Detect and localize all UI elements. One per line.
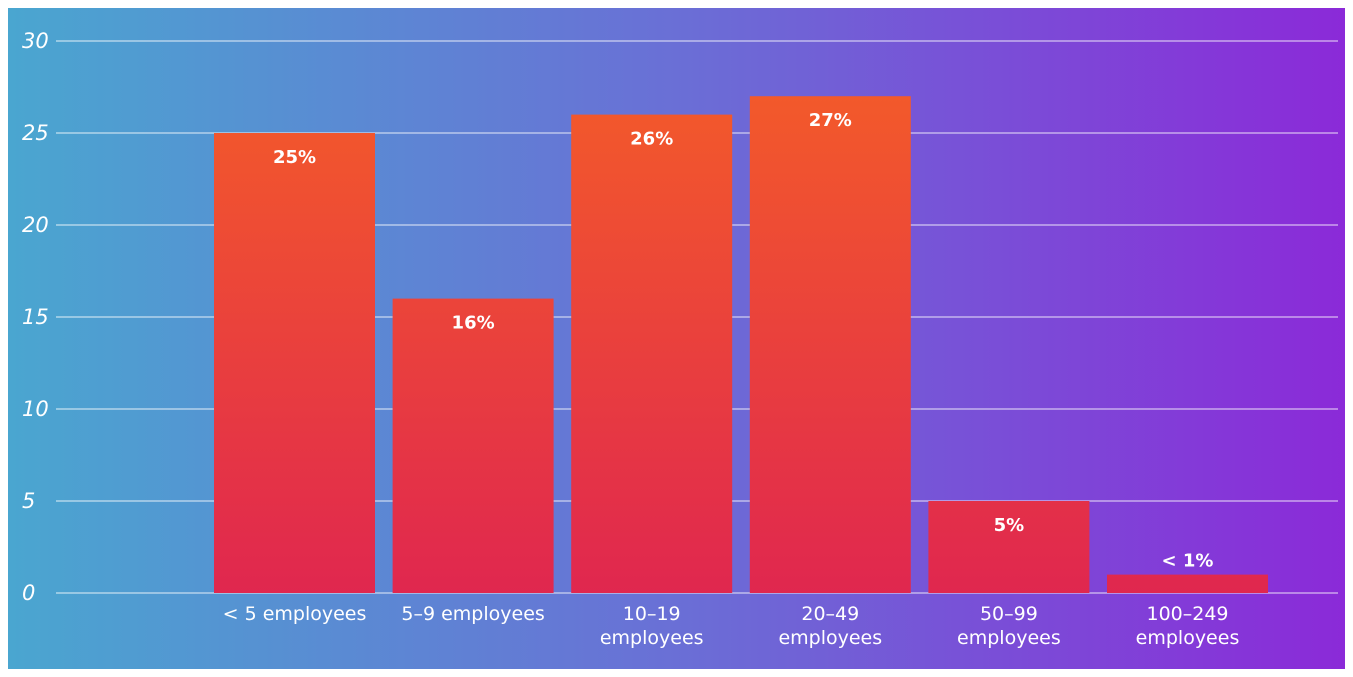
x-tick-label: 10–19 employees bbox=[600, 603, 704, 649]
x-tick-label-line: employees bbox=[778, 627, 882, 649]
bar bbox=[214, 133, 375, 593]
y-tick-label: 5 bbox=[22, 489, 35, 513]
bar bbox=[571, 114, 733, 593]
x-tick-label-line: 20–49 bbox=[801, 603, 859, 625]
data-label: 5% bbox=[994, 515, 1025, 536]
y-tick-label: 20 bbox=[22, 213, 49, 237]
x-tick-label: 50–99 employees bbox=[957, 603, 1061, 649]
bar bbox=[1107, 574, 1268, 593]
data-label: 25% bbox=[273, 147, 316, 168]
bar bbox=[749, 96, 911, 593]
y-tick-label: 25 bbox=[22, 121, 49, 145]
bar bbox=[392, 298, 554, 593]
x-tick-label: 100–249 employees bbox=[1136, 603, 1240, 649]
y-tick-label: 30 bbox=[22, 29, 49, 53]
bar bbox=[928, 501, 1090, 593]
y-axis-ticks: 0 5 10 15 20 25 30 bbox=[22, 29, 49, 605]
data-label: < 1% bbox=[1162, 551, 1214, 572]
data-label: 16% bbox=[452, 313, 495, 334]
x-tick-label-line: 5–9 employees bbox=[401, 603, 544, 625]
x-tick-label-line: 10–19 bbox=[623, 603, 681, 625]
bar-chart: 0 5 10 15 20 25 30 25% 16% 26% 27% 5% < 1% < 5 empl… bbox=[8, 8, 1345, 669]
value-labels: 25% 16% 26% 27% 5% < 1% bbox=[273, 110, 1214, 571]
x-tick-label-line: 50–99 bbox=[980, 603, 1038, 625]
bars bbox=[214, 96, 1268, 593]
category-labels: < 5 employees 5–9 employees 10–19 employees… bbox=[223, 603, 1240, 649]
y-tick-label: 0 bbox=[22, 581, 35, 605]
y-tick-label: 15 bbox=[22, 305, 49, 329]
x-tick-label-line: < 5 employees bbox=[223, 603, 367, 625]
x-tick-label-line: employees bbox=[957, 627, 1061, 649]
x-tick-label-line: 100–249 bbox=[1146, 603, 1228, 625]
x-tick-label-line: employees bbox=[600, 627, 704, 649]
data-label: 27% bbox=[809, 110, 852, 131]
x-tick-label: 5–9 employees bbox=[401, 603, 544, 625]
x-tick-label: < 5 employees bbox=[223, 603, 367, 625]
chart-svg: 0 5 10 15 20 25 30 25% 16% 26% 27% 5% < 1% < 5 empl… bbox=[8, 8, 1345, 669]
x-tick-label: 20–49 employees bbox=[778, 603, 882, 649]
y-tick-label: 10 bbox=[22, 397, 49, 421]
data-label: 26% bbox=[630, 129, 673, 150]
x-tick-label-line: employees bbox=[1136, 627, 1240, 649]
